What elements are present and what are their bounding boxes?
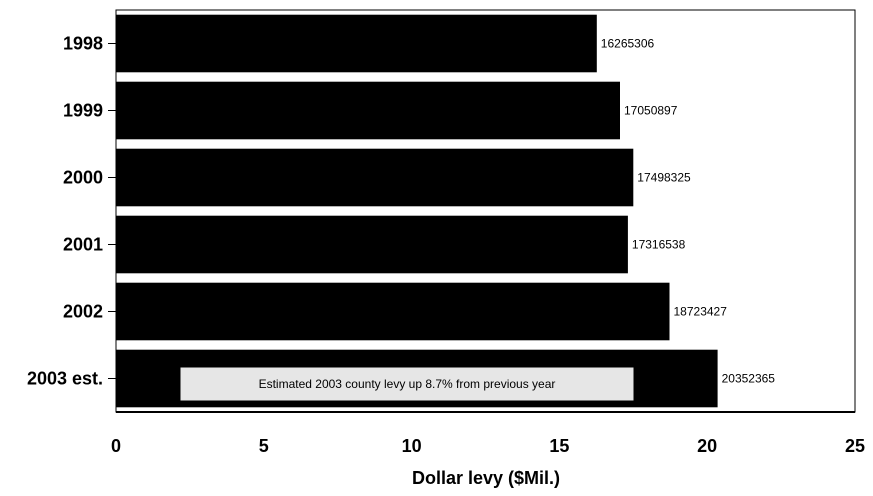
category-label: 2003 est. [27, 369, 103, 389]
data-label: 18723427 [674, 305, 728, 319]
x-tick-label: 10 [402, 436, 422, 456]
ticks-layer: 1998 1999 2000 2001 2002 2003 est. 0 5 10 15 20 25 [27, 34, 865, 457]
annotation-text: Estimated 2003 county levy up 8.7% from … [259, 377, 556, 391]
bar [116, 148, 634, 207]
data-label: 17498325 [637, 171, 691, 185]
data-label: 20352365 [722, 372, 776, 386]
x-tick-label: 5 [259, 436, 269, 456]
category-label: 1999 [63, 101, 103, 121]
bar [116, 215, 628, 274]
data-label: 17050897 [624, 104, 678, 118]
bar [116, 14, 597, 73]
data-label: 16265306 [601, 37, 655, 51]
bar [116, 282, 670, 341]
bar [116, 81, 620, 140]
x-tick-label: 25 [845, 436, 865, 456]
category-label: 2002 [63, 302, 103, 322]
annotation-box: Estimated 2003 county levy up 8.7% from … [179, 366, 635, 402]
plot-frame [115, 9, 856, 413]
annotation-background [179, 366, 635, 402]
category-label: 2000 [63, 168, 103, 188]
category-label: 1998 [63, 34, 103, 54]
x-tick-label: 15 [549, 436, 569, 456]
x-axis-title: Dollar levy ($Mil.) [412, 468, 560, 488]
x-tick-label: 20 [697, 436, 717, 456]
data-label: 17316538 [632, 238, 686, 252]
category-label: 2001 [63, 235, 103, 255]
x-tick-label: 0 [111, 436, 121, 456]
